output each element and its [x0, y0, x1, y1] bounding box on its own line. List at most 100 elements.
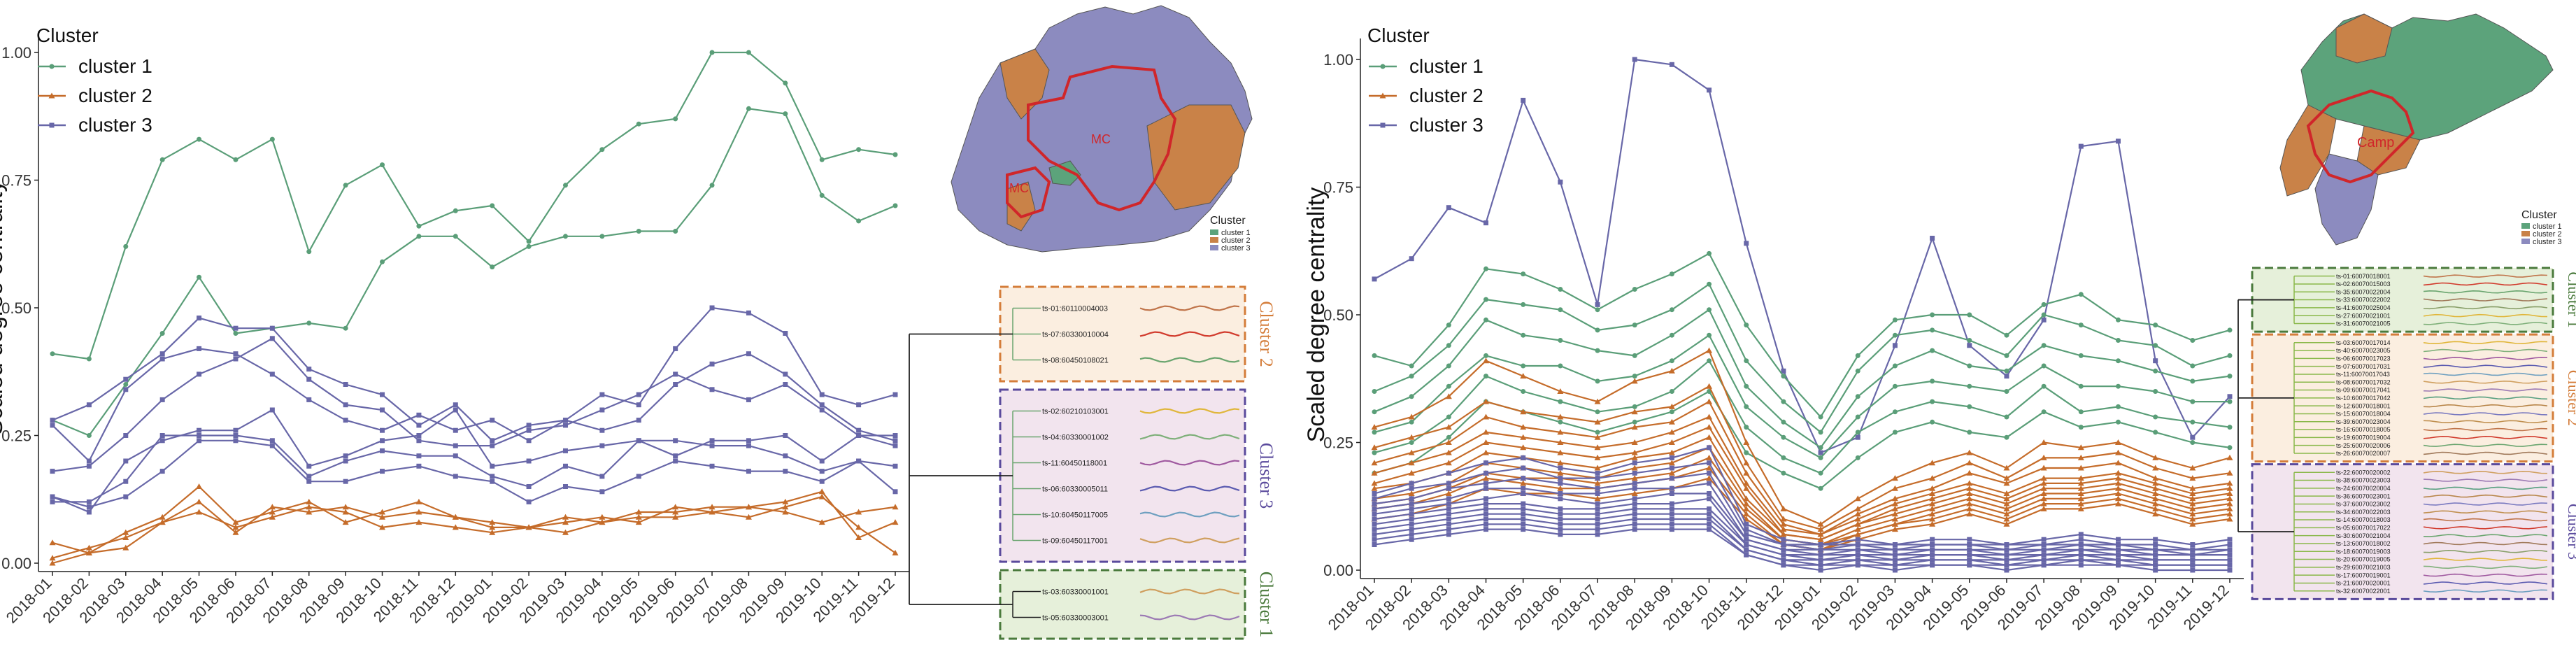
- right-series-line: [1374, 462, 2230, 551]
- right-data-point: [1632, 506, 1637, 511]
- right-data-point: [1594, 480, 1601, 486]
- right-data-point: [2004, 542, 2009, 547]
- right-data-point: [1557, 439, 1564, 445]
- right-data-point: [1780, 526, 1787, 532]
- left-dendro-box: [999, 569, 1246, 640]
- right-data-point: [1631, 449, 1638, 455]
- right-data-point: [1669, 465, 1674, 471]
- right-data-point: [1892, 363, 1898, 369]
- left-data-point: [233, 438, 239, 444]
- right-data-point: [1595, 501, 1600, 506]
- right-data-point: [2189, 505, 2196, 511]
- right-data-point: [1446, 511, 1451, 517]
- right-data-point: [2115, 338, 2121, 343]
- right-data-point: [1371, 480, 1378, 486]
- left-map-legend-item-2: cluster 2: [1221, 236, 1251, 245]
- right-data-point: [2152, 511, 2159, 517]
- left-series-cluster-2: [49, 493, 899, 561]
- left-data-point: [85, 549, 92, 555]
- right-data-point: [1483, 496, 1489, 502]
- left-dendro-leaf-series: [1139, 305, 1240, 311]
- right-data-point: [2040, 454, 2047, 460]
- right-dendro-leaf-label: ts-14:60070018003: [2336, 516, 2391, 523]
- right-data-point: [1631, 475, 1638, 481]
- right-data-point: [2041, 409, 2047, 415]
- right-y-tick-label: 0.25: [1323, 434, 1353, 452]
- left-data-point: [122, 544, 129, 551]
- left-data-point: [453, 453, 458, 459]
- left-y-axis-label: Scaled degree centrality: [0, 180, 8, 436]
- right-data-point: [2190, 557, 2196, 562]
- left-data-point: [343, 458, 348, 464]
- left-data-point: [562, 529, 569, 535]
- right-data-point: [1558, 399, 1563, 404]
- right-data-point: [1966, 505, 1973, 511]
- left-data-point: [159, 351, 165, 357]
- right-data-point: [1668, 460, 1675, 466]
- right-dendro-cluster-label: Cluster 3: [2565, 504, 2576, 560]
- right-data-point: [1707, 358, 1712, 364]
- right-data-point: [1594, 434, 1601, 440]
- right-data-point: [2227, 567, 2233, 573]
- right-data-point: [1483, 297, 1489, 302]
- left-data-point: [526, 438, 532, 444]
- left-data-point: [196, 498, 203, 504]
- right-data-point: [2227, 557, 2233, 562]
- right-data-point: [1891, 475, 1898, 481]
- left-data-point: [490, 463, 495, 469]
- right-dendro-leaf-label: ts-13:60070018002: [2336, 540, 2391, 547]
- left-data-point: [343, 183, 348, 188]
- right-data-point: [1781, 470, 1786, 476]
- right-data-point: [1520, 424, 1527, 430]
- right-data-point: [2153, 562, 2158, 568]
- left-dendro-box: [999, 285, 1246, 383]
- right-data-point: [1483, 486, 1489, 491]
- left-data-point: [783, 371, 788, 377]
- left-data-point: [819, 192, 825, 198]
- left-data-point: [123, 479, 129, 484]
- right-data-point: [2153, 368, 2158, 374]
- right-data-point: [2114, 490, 2121, 496]
- right-legend-item: cluster 3: [1409, 114, 1483, 136]
- right-data-point: [1483, 506, 1489, 511]
- right-data-point: [2003, 480, 2010, 486]
- right-dendro-leaf-label: ts-27:60070021001: [2336, 312, 2391, 319]
- left-data-point: [490, 418, 495, 423]
- left-data-point: [526, 427, 532, 433]
- left-data-point: [380, 448, 385, 453]
- right-data-point: [1558, 511, 1563, 517]
- right-data-point: [1854, 511, 1861, 517]
- right-dendro-leaf-series: [2423, 404, 2548, 408]
- right-data-point: [1892, 552, 1898, 558]
- left-data-point: [856, 147, 862, 153]
- left-data-point: [855, 534, 862, 540]
- right-data-point: [1595, 476, 1600, 481]
- left-data-point: [123, 382, 129, 387]
- right-data-point: [1780, 505, 1787, 511]
- right-data-point: [1521, 97, 1526, 103]
- right-data-point: [1744, 425, 1749, 430]
- left-series-cluster-3: [50, 433, 898, 504]
- right-dendro-leaf-label: ts-17:60070019001: [2336, 572, 2391, 579]
- right-data-point: [1558, 527, 1563, 532]
- right-data-point: [1594, 454, 1601, 460]
- right-data-point: [1446, 516, 1451, 522]
- left-data-point: [709, 361, 715, 367]
- left-data-point: [49, 560, 56, 566]
- right-data-point: [1892, 430, 1898, 435]
- right-data-point: [1668, 403, 1675, 409]
- right-data-point: [2114, 475, 2121, 481]
- left-data-point: [197, 427, 202, 433]
- right-dendro-leaf-series: [2423, 518, 2548, 522]
- right-data-point: [1744, 450, 1749, 455]
- right-data-point: [1372, 542, 1377, 547]
- left-data-point: [782, 498, 789, 504]
- right-data-point: [1706, 465, 1713, 471]
- left-data-point: [233, 325, 239, 331]
- right-data-point: [1855, 552, 1860, 558]
- right-data-point: [2077, 500, 2084, 506]
- left-data-point: [709, 183, 715, 188]
- left-data-point: [306, 509, 313, 515]
- right-dendro-leaf-series: [2423, 558, 2548, 561]
- right-data-point: [2115, 404, 2121, 409]
